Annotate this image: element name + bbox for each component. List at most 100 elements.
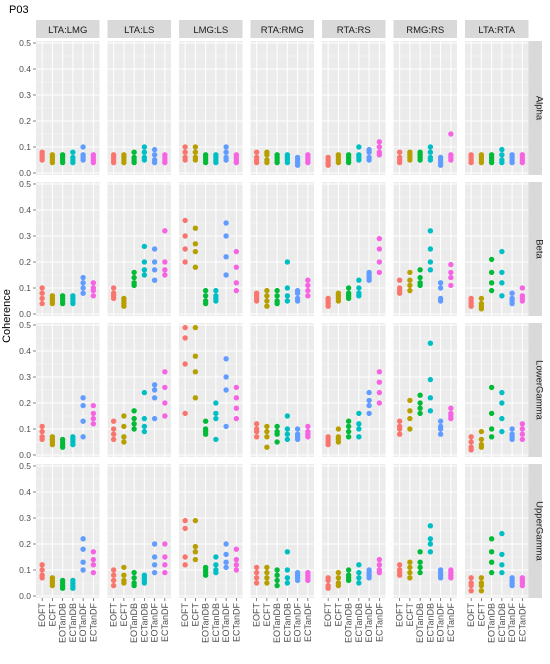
data-point [417, 274, 423, 281]
data-point [223, 374, 229, 380]
data-point [396, 159, 403, 166]
data-point [39, 562, 45, 568]
x-tick-label: EOFT [323, 602, 333, 627]
data-point [213, 400, 219, 406]
data-point [345, 285, 352, 291]
data-point [141, 144, 148, 150]
facet-panel [393, 41, 457, 175]
data-point [356, 569, 362, 576]
data-point [356, 157, 362, 163]
data-point [162, 541, 168, 547]
data-point [80, 290, 86, 296]
data-point [223, 157, 229, 163]
data-point [335, 426, 342, 432]
data-point [202, 287, 209, 294]
data-point [131, 159, 137, 166]
data-point [162, 413, 168, 419]
data-point [325, 585, 331, 591]
data-point [233, 415, 240, 422]
data-point [182, 157, 188, 163]
data-point [345, 152, 352, 158]
facet-strip-top [393, 20, 457, 38]
x-tick-label: ECFT [476, 603, 486, 627]
y-tick-label: 0.3 [19, 90, 31, 100]
data-point [519, 431, 526, 437]
data-point [417, 549, 423, 555]
data-point [151, 152, 158, 158]
y-tick-label: 0.0 [19, 450, 31, 460]
data-point [223, 564, 229, 571]
data-point [110, 582, 117, 589]
data-point [294, 577, 301, 584]
data-point [223, 272, 229, 278]
data-point [110, 436, 117, 443]
data-point [376, 562, 383, 568]
x-tick-label: ECTanDF [88, 603, 98, 643]
data-point [499, 293, 505, 299]
data-point [407, 277, 413, 283]
data-point [264, 564, 270, 571]
facet-panel [179, 464, 243, 598]
data-point [274, 577, 280, 584]
data-point [468, 588, 474, 594]
facet-panel [36, 464, 100, 598]
data-point [407, 426, 413, 432]
data-point [192, 241, 199, 247]
data-point [519, 582, 526, 589]
data-point [478, 306, 485, 312]
data-point [131, 582, 137, 589]
data-point [182, 361, 188, 367]
data-point [499, 269, 505, 276]
data-point [356, 426, 362, 432]
facet-panel [250, 323, 314, 457]
data-point [427, 267, 434, 273]
data-point [417, 559, 423, 565]
data-point [488, 410, 495, 417]
data-point [448, 405, 454, 411]
x-tick-label: EOTanDB [415, 603, 425, 643]
data-point [110, 418, 117, 424]
data-point [488, 159, 495, 166]
data-point [356, 144, 362, 150]
facet-panel [179, 41, 243, 175]
facet-panel [179, 182, 243, 316]
x-tick-label: EOTanDB [201, 603, 211, 643]
data-point [499, 530, 505, 537]
y-tick-label: 0.4 [19, 64, 31, 74]
facet-strip-top [179, 20, 243, 38]
data-point [284, 413, 291, 419]
data-point [468, 159, 474, 166]
data-point [39, 290, 45, 296]
x-tick-label: EOFT [466, 602, 476, 627]
x-tick-label: ECTanDF [231, 603, 241, 643]
x-tick-label: ECTanDF [517, 603, 527, 643]
data-point [284, 567, 291, 573]
data-point [233, 405, 240, 411]
data-point [213, 415, 219, 422]
data-point [141, 149, 148, 155]
data-point [488, 256, 495, 263]
data-point [110, 285, 117, 291]
data-point [110, 577, 117, 584]
data-point [427, 536, 434, 542]
data-point [80, 280, 86, 286]
data-point [376, 246, 383, 252]
data-point [264, 423, 270, 430]
x-tick-label: ECTanDF [374, 603, 384, 643]
data-point [417, 157, 423, 163]
data-point [80, 144, 86, 150]
data-point [305, 282, 311, 289]
data-point [407, 564, 413, 571]
data-point [90, 421, 97, 427]
data-point [376, 556, 383, 563]
facet-panel [393, 464, 457, 598]
data-point [345, 577, 352, 584]
data-point [223, 220, 229, 226]
data-point [478, 575, 485, 581]
data-point [366, 402, 372, 409]
data-point [223, 254, 229, 260]
data-point [182, 246, 188, 252]
data-point [192, 353, 199, 359]
data-point [345, 567, 352, 573]
data-point [253, 149, 260, 155]
